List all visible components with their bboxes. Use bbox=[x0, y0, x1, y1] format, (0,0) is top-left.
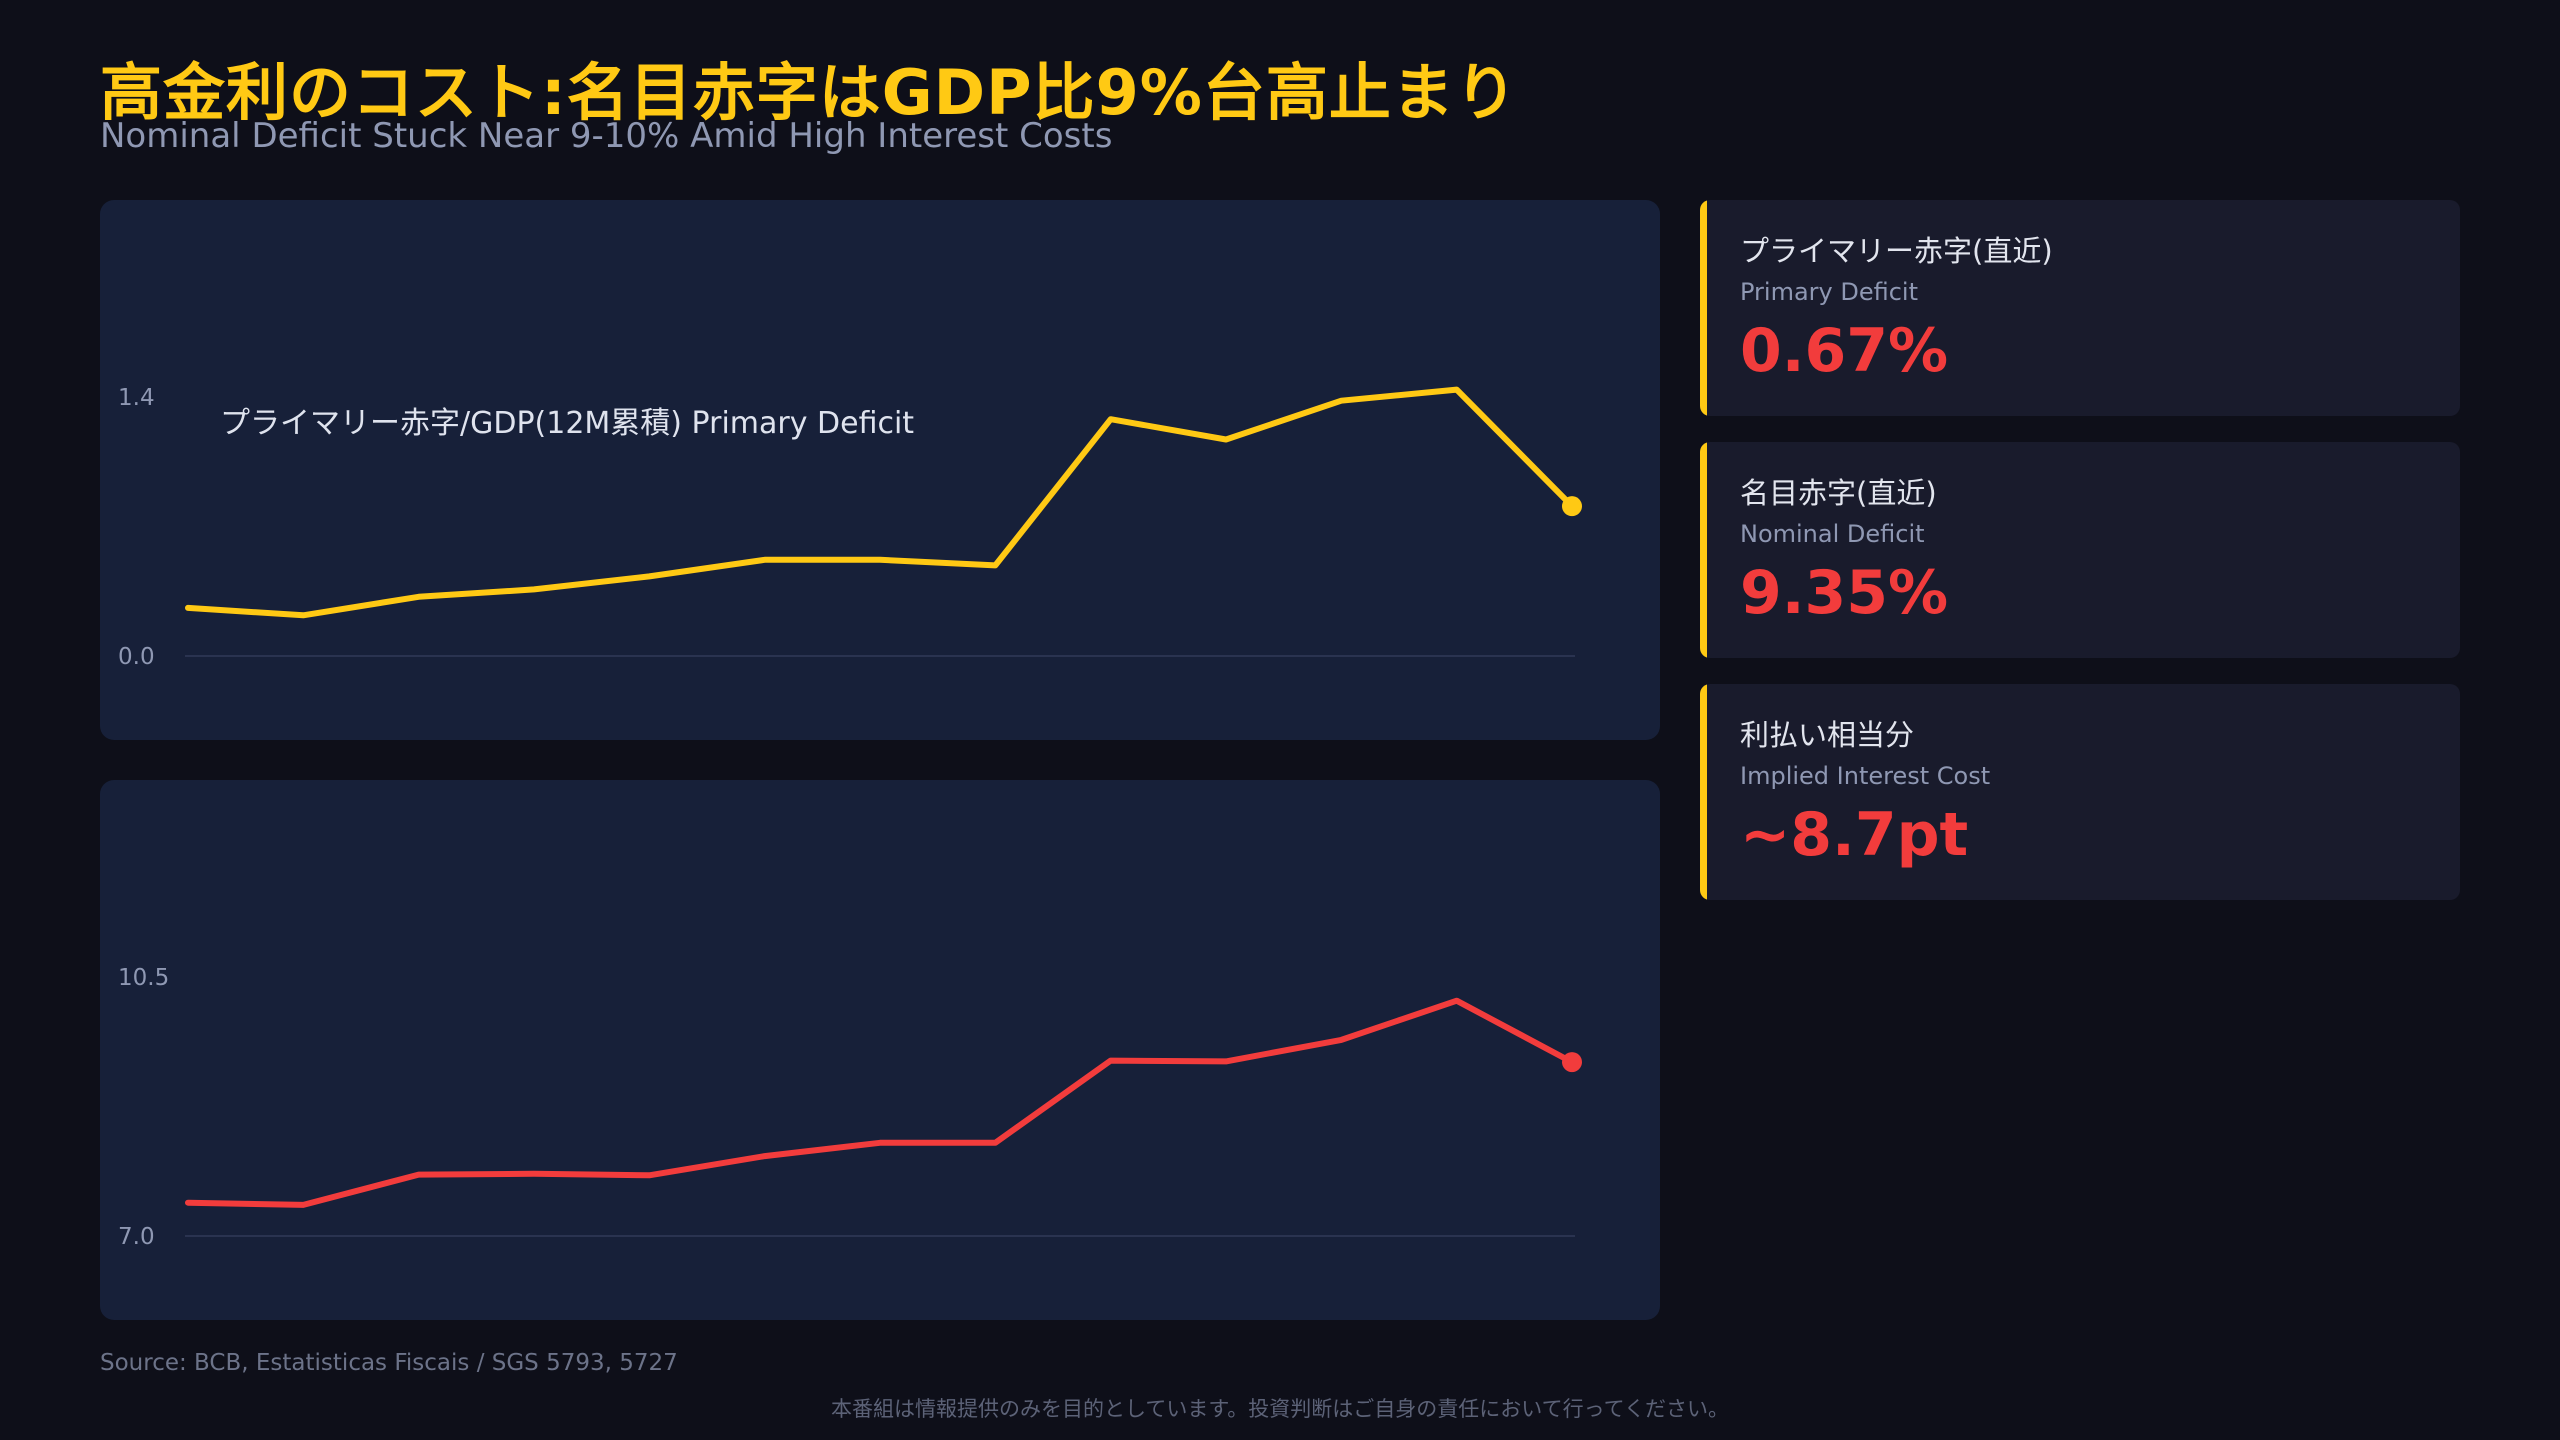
page-subtitle: Nominal Deficit Stuck Near 9-10% Amid Hi… bbox=[100, 116, 1113, 156]
page-title: 高金利のコスト:名目赤字はGDP比9%台高止まり bbox=[100, 56, 1518, 129]
primary-deficit-card: プライマリー赤字(直近) Primary Deficit 0.67% bbox=[1700, 200, 2460, 416]
y-tick-label: 0.0 bbox=[118, 644, 155, 670]
series-line bbox=[185, 386, 1575, 619]
nominal-deficit-chart: 10.5 7.0 bbox=[118, 965, 1582, 1250]
card-title-en: Nominal Deficit bbox=[1740, 520, 1925, 548]
card-accent-bar bbox=[1700, 442, 1707, 658]
card-title-en: Primary Deficit bbox=[1740, 278, 1919, 306]
card-title-jp: 名目赤字(直近) bbox=[1740, 476, 1937, 510]
source-note: Source: BCB, Estatisticas Fiscais / SGS … bbox=[100, 1350, 678, 1376]
y-tick-label: 1.4 bbox=[118, 385, 155, 411]
y-tick-label: 10.5 bbox=[118, 965, 169, 991]
primary-deficit-chart-panel: 1.4 0.0 プライマリー赤字/GDP(12M累積) Primary Defic… bbox=[100, 200, 1660, 740]
card-value: 9.35% bbox=[1740, 558, 1949, 628]
nominal-deficit-card: 名目赤字(直近) Nominal Deficit 9.35% bbox=[1700, 442, 2460, 658]
y-tick-label: 7.0 bbox=[118, 1224, 155, 1250]
nominal-deficit-chart-panel: 10.5 7.0 bbox=[100, 780, 1660, 1320]
series-line bbox=[185, 997, 1575, 1208]
card-title-jp: 利払い相当分 bbox=[1740, 718, 1915, 752]
last-point-marker bbox=[1562, 1052, 1582, 1073]
card-accent-bar bbox=[1700, 200, 1707, 416]
card-title-en: Implied Interest Cost bbox=[1740, 762, 1991, 790]
card-accent-bar bbox=[1700, 684, 1707, 900]
last-point-marker bbox=[1562, 496, 1582, 517]
disclaimer: 本番組は情報提供のみを目的としています。投資判断はご自身の責任において行ってくだ… bbox=[831, 1397, 1729, 1421]
interest-cost-card: 利払い相当分 Implied Interest Cost ~8.7pt bbox=[1700, 684, 2460, 900]
primary-deficit-chart: 1.4 0.0 bbox=[118, 385, 1582, 670]
card-title-jp: プライマリー赤字(直近) bbox=[1740, 234, 2053, 268]
card-value: ~8.7pt bbox=[1740, 800, 1969, 870]
primary-deficit-chart-title: プライマリー赤字/GDP(12M累積) Primary Deficit bbox=[220, 406, 915, 441]
card-value: 0.67% bbox=[1740, 316, 1949, 386]
